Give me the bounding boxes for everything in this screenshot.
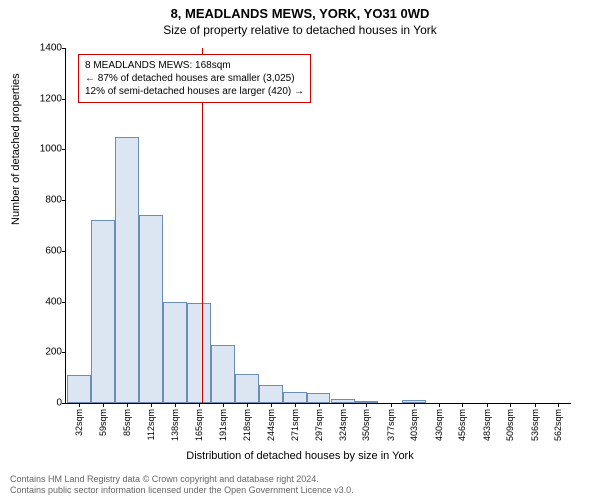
x-tick-label: 536sqm: [530, 409, 540, 441]
histogram-bar: [259, 385, 283, 403]
annotation-box: 8 MEADLANDS MEWS: 168sqm ← 87% of detach…: [78, 54, 311, 103]
x-tick-mark: [414, 403, 415, 407]
x-tick-mark: [151, 403, 152, 407]
y-tick-label: 1200: [22, 93, 66, 104]
y-tick-label: 0: [22, 398, 66, 409]
x-tick-mark: [558, 403, 559, 407]
x-tick-label: 165sqm: [194, 409, 204, 441]
y-tick-mark: [62, 200, 66, 201]
histogram-bar: [139, 215, 163, 403]
x-tick-label: 191sqm: [218, 409, 228, 441]
chart-container: 8, MEADLANDS MEWS, YORK, YO31 0WD Size o…: [0, 0, 600, 500]
histogram-bar: [235, 374, 259, 403]
x-tick-mark: [79, 403, 80, 407]
y-tick-mark: [62, 403, 66, 404]
footer-attribution: Contains HM Land Registry data © Crown c…: [10, 474, 354, 496]
x-tick-label: 324sqm: [338, 409, 348, 441]
annotation-line: 12% of semi-detached houses are larger (…: [85, 85, 304, 98]
annotation-line: 8 MEADLANDS MEWS: 168sqm: [85, 59, 304, 72]
x-tick-label: 430sqm: [434, 409, 444, 441]
x-tick-label: 218sqm: [242, 409, 252, 441]
histogram-bar: [402, 400, 426, 403]
x-tick-mark: [127, 403, 128, 407]
histogram-bar: [331, 399, 355, 403]
page-subtitle: Size of property relative to detached ho…: [0, 21, 600, 37]
y-tick-mark: [62, 48, 66, 49]
x-tick-mark: [391, 403, 392, 407]
x-tick-label: 59sqm: [98, 409, 108, 436]
x-tick-mark: [319, 403, 320, 407]
histogram-bar: [163, 302, 187, 403]
y-tick-mark: [62, 251, 66, 252]
annotation-line: ← 87% of detached houses are smaller (3,…: [85, 72, 304, 85]
y-tick-mark: [62, 149, 66, 150]
plot-area: 020040060080010001200140032sqm59sqm85sqm…: [65, 48, 571, 404]
x-tick-mark: [343, 403, 344, 407]
histogram-bar: [91, 220, 115, 403]
histogram-bar: [115, 137, 139, 403]
x-tick-label: 562sqm: [553, 409, 563, 441]
y-tick-mark: [62, 99, 66, 100]
footer-line: Contains public sector information licen…: [10, 485, 354, 496]
x-tick-label: 32sqm: [74, 409, 84, 436]
x-axis-label: Distribution of detached houses by size …: [0, 450, 600, 462]
histogram-bar: [187, 303, 211, 403]
x-tick-mark: [510, 403, 511, 407]
x-tick-label: 509sqm: [505, 409, 515, 441]
x-tick-mark: [175, 403, 176, 407]
x-tick-mark: [223, 403, 224, 407]
histogram-bar: [354, 401, 378, 403]
x-tick-label: 403sqm: [409, 409, 419, 441]
x-tick-label: 138sqm: [170, 409, 180, 441]
x-tick-mark: [271, 403, 272, 407]
y-tick-mark: [62, 302, 66, 303]
y-tick-label: 200: [22, 347, 66, 358]
histogram-bar: [67, 375, 91, 403]
x-tick-mark: [487, 403, 488, 407]
x-tick-label: 297sqm: [314, 409, 324, 441]
y-tick-label: 1400: [22, 43, 66, 54]
x-tick-label: 244sqm: [266, 409, 276, 441]
y-tick-label: 800: [22, 195, 66, 206]
x-tick-mark: [535, 403, 536, 407]
y-tick-label: 1000: [22, 144, 66, 155]
x-tick-mark: [366, 403, 367, 407]
x-tick-mark: [199, 403, 200, 407]
footer-line: Contains HM Land Registry data © Crown c…: [10, 474, 354, 485]
x-tick-label: 456sqm: [457, 409, 467, 441]
x-tick-mark: [295, 403, 296, 407]
histogram-bar: [211, 345, 235, 403]
x-tick-label: 112sqm: [146, 409, 156, 440]
page-title: 8, MEADLANDS MEWS, YORK, YO31 0WD: [0, 0, 600, 21]
y-axis-label: Number of detached properties: [10, 73, 22, 225]
x-tick-label: 271sqm: [290, 409, 300, 441]
y-tick-label: 400: [22, 296, 66, 307]
x-tick-label: 350sqm: [361, 409, 371, 441]
histogram-bar: [307, 393, 331, 403]
y-tick-label: 600: [22, 245, 66, 256]
x-tick-label: 377sqm: [386, 409, 396, 441]
x-tick-mark: [462, 403, 463, 407]
y-tick-mark: [62, 352, 66, 353]
x-tick-mark: [103, 403, 104, 407]
histogram-bar: [283, 392, 307, 403]
x-tick-label: 85sqm: [122, 409, 132, 436]
x-tick-mark: [439, 403, 440, 407]
x-tick-mark: [247, 403, 248, 407]
x-tick-label: 483sqm: [482, 409, 492, 441]
